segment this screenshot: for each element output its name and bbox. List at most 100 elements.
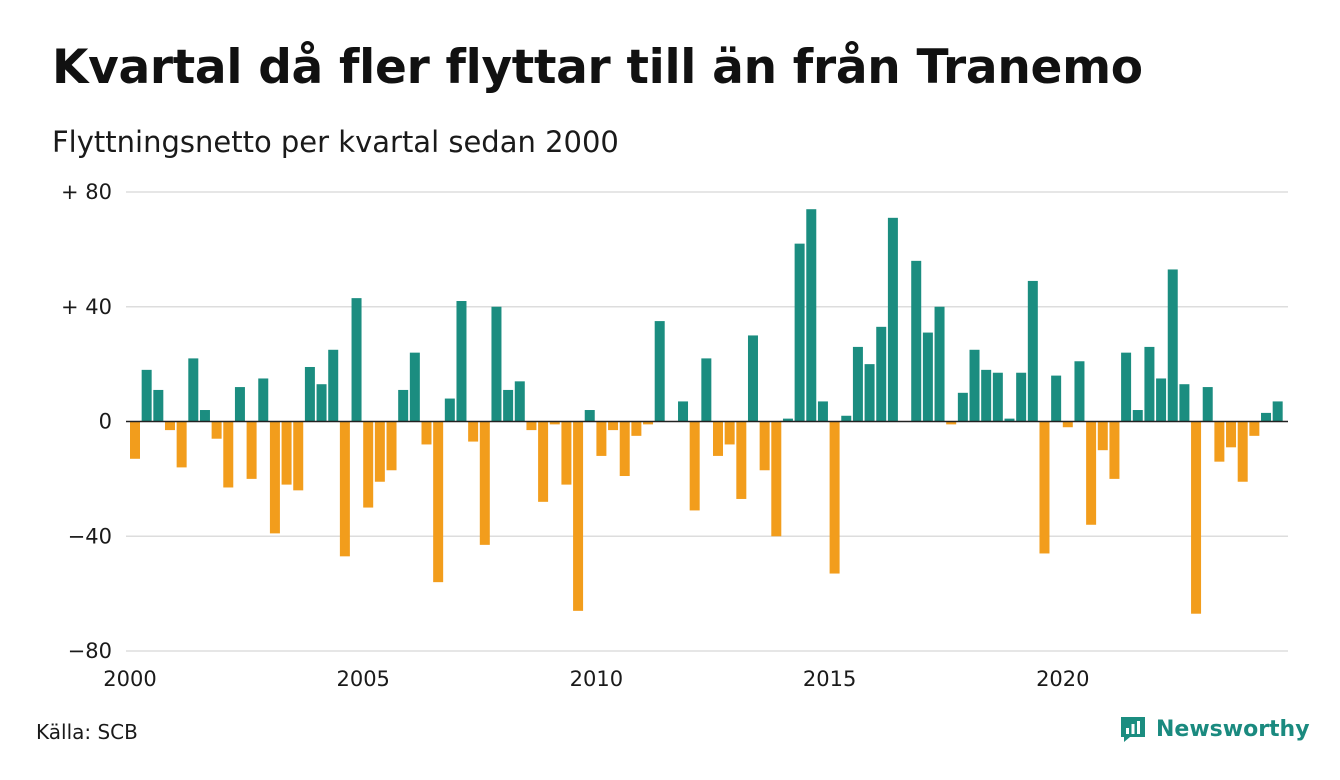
bar <box>433 421 444 583</box>
x-tick-label: 2015 <box>803 667 856 691</box>
bar <box>1167 269 1178 422</box>
bar <box>1016 372 1027 422</box>
y-axis-labels: + 80 + 40 0 −40 −80 <box>61 180 112 663</box>
bar <box>1097 421 1108 451</box>
bar <box>654 321 665 422</box>
bar <box>234 387 245 422</box>
bar <box>1039 421 1050 554</box>
bar <box>188 358 199 422</box>
bar <box>1027 280 1038 422</box>
chart-title: Kvartal då fler flyttar till än från Tra… <box>52 40 1143 95</box>
bar <box>782 418 793 422</box>
bar <box>747 335 758 422</box>
bar <box>736 421 747 499</box>
bar <box>456 301 467 422</box>
bar <box>1132 410 1143 422</box>
bar <box>223 421 234 488</box>
bar <box>468 421 479 442</box>
bar <box>573 421 584 611</box>
bar <box>1086 421 1097 525</box>
y-tick-label: −80 <box>68 639 112 663</box>
bar <box>969 349 980 422</box>
bar <box>619 421 630 477</box>
bar <box>538 421 549 502</box>
bar <box>876 326 887 422</box>
bar <box>724 421 735 445</box>
bar <box>596 421 607 456</box>
bar <box>911 260 922 422</box>
y-tick-label: −40 <box>68 524 112 548</box>
bar <box>1004 418 1015 422</box>
bar <box>643 421 654 425</box>
bar <box>864 364 875 422</box>
bar <box>549 421 560 425</box>
bar <box>1272 401 1283 422</box>
bar <box>713 421 723 456</box>
bar <box>211 421 222 439</box>
bar <box>363 421 374 508</box>
bar <box>1249 421 1260 436</box>
bar <box>829 421 840 574</box>
bar <box>759 421 770 471</box>
bar <box>1144 346 1155 422</box>
grid-lines <box>126 191 1288 652</box>
bar <box>1179 384 1190 422</box>
bar <box>304 366 315 422</box>
bar <box>328 349 339 422</box>
bars <box>130 209 1283 614</box>
bar <box>141 369 152 422</box>
bar <box>701 358 712 422</box>
bar <box>934 306 945 422</box>
bar <box>199 410 210 422</box>
brand-logo[interactable]: Newsworthy <box>1118 714 1310 744</box>
x-tick-label: 2020 <box>1036 667 1089 691</box>
bar <box>1226 421 1237 448</box>
source-note: Källa: SCB <box>36 720 138 744</box>
bar <box>409 352 420 422</box>
bar <box>176 421 187 468</box>
bar <box>771 421 782 537</box>
bar <box>503 389 514 422</box>
bar <box>1191 421 1202 614</box>
bar <box>398 389 409 422</box>
y-tick-label: 0 <box>99 410 112 434</box>
bar <box>794 243 805 422</box>
bar <box>922 332 933 422</box>
bar <box>153 389 164 422</box>
bar <box>841 415 852 422</box>
bar <box>981 369 992 422</box>
bar <box>1051 375 1062 422</box>
bar <box>631 421 642 436</box>
bar <box>561 421 572 485</box>
x-tick-label: 2010 <box>570 667 623 691</box>
bar <box>269 421 280 534</box>
x-axis-labels: 2000 2005 2010 2015 2020 <box>103 667 1089 691</box>
bar <box>491 306 502 422</box>
bar <box>164 421 175 431</box>
bar <box>1202 387 1213 422</box>
bar <box>526 421 537 431</box>
bar <box>514 381 525 422</box>
bar <box>946 421 957 425</box>
bar <box>293 421 304 491</box>
y-tick-label: + 80 <box>61 180 112 204</box>
brand-name: Newsworthy <box>1156 716 1310 742</box>
bar <box>479 421 490 545</box>
bar <box>1074 361 1085 422</box>
bar <box>316 384 327 422</box>
bar <box>130 421 140 459</box>
bar <box>339 421 350 557</box>
bar <box>992 372 1003 422</box>
bar <box>689 421 700 511</box>
bar <box>351 298 362 422</box>
y-tick-label: + 40 <box>61 295 112 319</box>
x-tick-label: 2005 <box>336 667 389 691</box>
bar <box>1109 421 1120 479</box>
bar <box>887 217 898 422</box>
bar <box>678 401 689 422</box>
bar <box>1121 352 1132 422</box>
newsworthy-logo-icon <box>1121 717 1145 742</box>
bar <box>852 346 863 422</box>
bar <box>1237 421 1248 482</box>
bar <box>1156 378 1167 422</box>
